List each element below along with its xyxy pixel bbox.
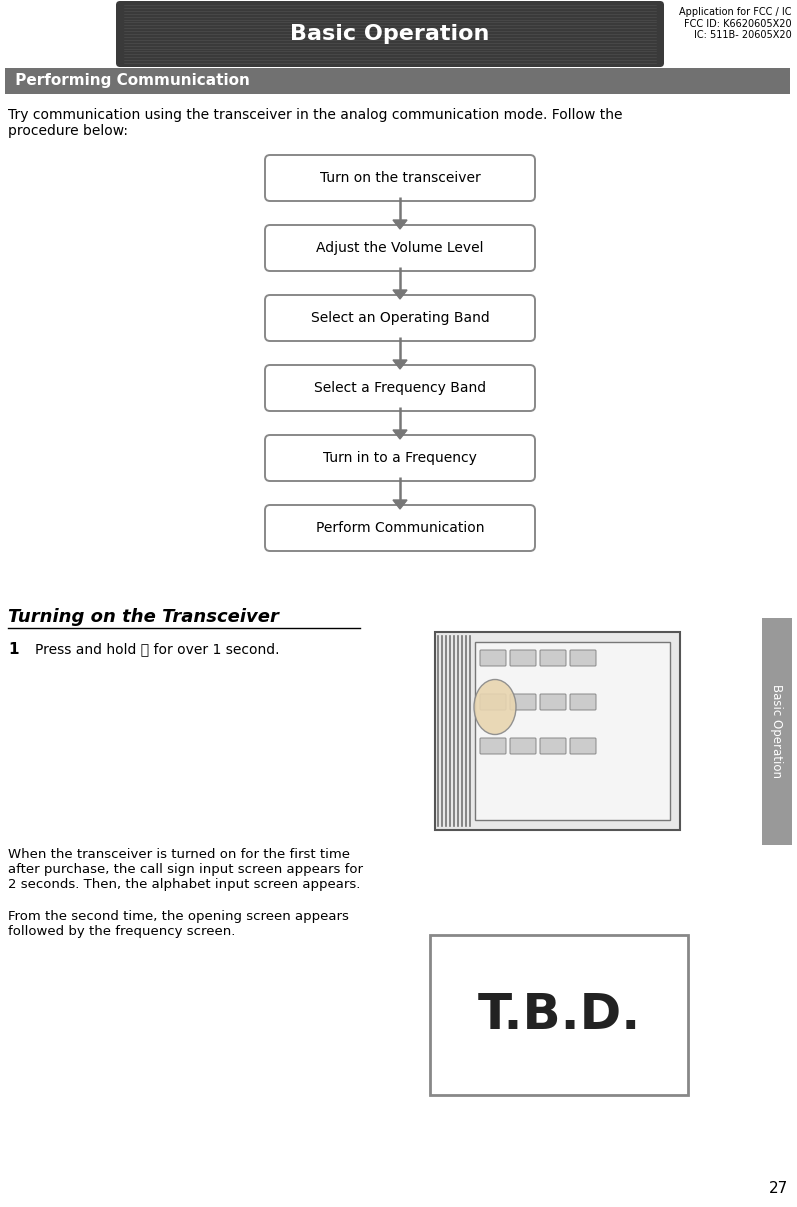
Text: From the second time, the opening screen appears
followed by the frequency scree: From the second time, the opening screen… [8, 910, 349, 938]
Polygon shape [393, 500, 407, 509]
Text: Turn in to a Frequency: Turn in to a Frequency [323, 451, 477, 465]
FancyBboxPatch shape [570, 737, 596, 754]
FancyBboxPatch shape [540, 694, 566, 710]
Bar [5, 68, 790, 94]
Text: 1: 1 [8, 642, 18, 657]
Text: Adjust the Volume Level: Adjust the Volume Level [316, 241, 484, 255]
Bar [435, 632, 680, 830]
Bar [475, 642, 670, 820]
Text: When the transceiver is turned on for the first time
after purchase, the call si: When the transceiver is turned on for th… [8, 849, 363, 891]
FancyBboxPatch shape [480, 737, 506, 754]
Ellipse shape [474, 680, 516, 735]
Text: Select an Operating Band: Select an Operating Band [311, 311, 489, 325]
FancyBboxPatch shape [540, 737, 566, 754]
FancyBboxPatch shape [510, 694, 536, 710]
FancyBboxPatch shape [116, 1, 664, 68]
Polygon shape [393, 220, 407, 229]
Polygon shape [393, 430, 407, 439]
FancyBboxPatch shape [265, 365, 535, 412]
FancyBboxPatch shape [480, 651, 506, 666]
FancyBboxPatch shape [265, 225, 535, 272]
Text: Performing Communication: Performing Communication [10, 74, 250, 88]
Text: 27: 27 [769, 1180, 788, 1196]
Text: Try communication using the transceiver in the analog communication mode. Follow: Try communication using the transceiver … [8, 107, 622, 138]
Polygon shape [393, 290, 407, 299]
Text: Turning on the Transceiver: Turning on the Transceiver [8, 608, 279, 626]
FancyBboxPatch shape [265, 505, 535, 552]
Text: T.B.D.: T.B.D. [477, 991, 641, 1039]
FancyBboxPatch shape [510, 651, 536, 666]
FancyBboxPatch shape [570, 651, 596, 666]
Text: Basic Operation: Basic Operation [771, 684, 783, 779]
Text: Select a Frequency Band: Select a Frequency Band [314, 381, 486, 395]
FancyBboxPatch shape [570, 694, 596, 710]
FancyBboxPatch shape [265, 435, 535, 482]
FancyBboxPatch shape [480, 694, 506, 710]
Polygon shape [393, 360, 407, 369]
Text: Turn on the transceiver: Turn on the transceiver [320, 171, 481, 185]
Text: Basic Operation: Basic Operation [290, 24, 489, 43]
FancyBboxPatch shape [510, 737, 536, 754]
Text: Perform Communication: Perform Communication [316, 521, 485, 535]
Text: Press and hold Ⓟ for over 1 second.: Press and hold Ⓟ for over 1 second. [35, 642, 280, 655]
FancyBboxPatch shape [265, 154, 535, 202]
FancyBboxPatch shape [265, 295, 535, 342]
FancyBboxPatch shape [540, 651, 566, 666]
Bar [430, 935, 688, 1095]
Text: Application for FCC / IC
FCC ID: K6620605X20
IC: 511B- 20605X20: Application for FCC / IC FCC ID: K662060… [680, 7, 792, 40]
Bar [762, 618, 792, 845]
